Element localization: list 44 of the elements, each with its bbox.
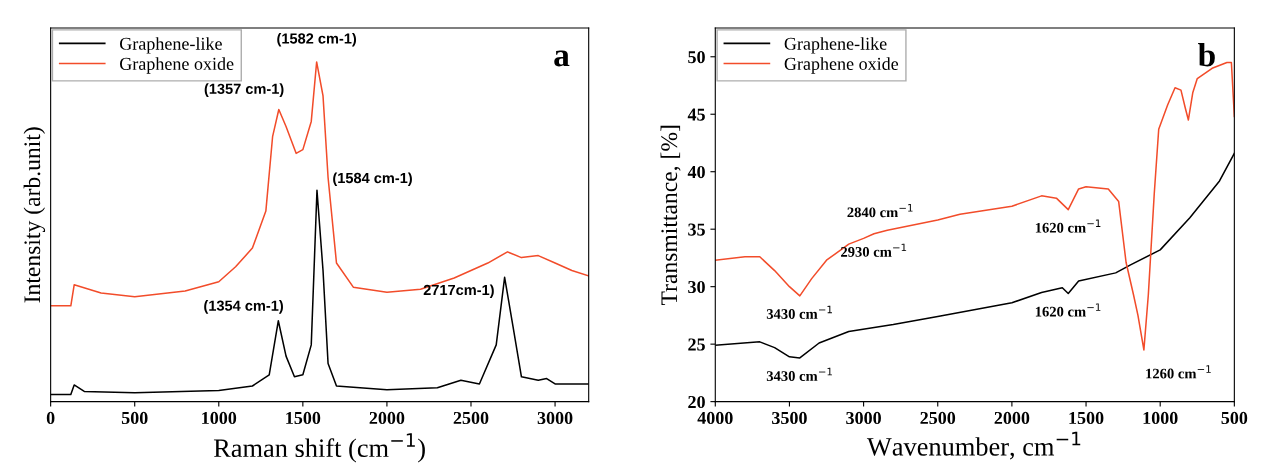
y-tick-label: 40 <box>687 165 705 179</box>
y-axis-title: Intensity (arb.unit) <box>23 127 46 303</box>
annotation: 3430 cm$^{−1}$ <box>766 367 832 381</box>
x-tick-label: 3000 <box>537 411 573 425</box>
x-tick-label: 2500 <box>920 411 956 425</box>
annotation: b <box>1198 42 1215 67</box>
x-axis-title: Raman shift (cm$^{−1}$) <box>213 433 425 463</box>
y-tick-label: 20 <box>688 395 705 409</box>
y-tick-label: 45 <box>687 108 705 121</box>
x-tick-label: 1500 <box>286 411 321 425</box>
annotation: 1260 cm$^{−1}$ <box>1146 365 1211 379</box>
x-tick-label: 2000 <box>994 411 1030 425</box>
legend-label: Graphene-like <box>784 37 887 54</box>
x-axis-title: Wavenumber, cm$^{−1}$ <box>866 431 1081 460</box>
x-tick-label: 1000 <box>202 411 237 425</box>
annotation: (1354 cm-1) <box>204 300 283 314</box>
x-tick-label: 4000 <box>697 411 733 425</box>
legend-label: Graphene oxide <box>784 57 899 74</box>
x-tick-label: 500 <box>121 411 148 425</box>
annotation: a <box>554 50 570 67</box>
x-tick-label: 2500 <box>453 411 489 425</box>
annotation: 2840 cm$^{−1}$ <box>847 204 913 218</box>
x-tick-label: 3000 <box>846 411 881 425</box>
y-tick-label: 50 <box>688 51 705 64</box>
x-tick-label: 0 <box>46 411 55 425</box>
annotation: 1620 cm$^{−1}$ <box>1035 303 1101 317</box>
y-tick-label: 30 <box>688 280 705 294</box>
x-tick-label: 1500 <box>1069 411 1104 425</box>
x-tick-label: 2000 <box>369 411 405 425</box>
annotation: 1620 cm$^{−1}$ <box>1035 219 1101 233</box>
annotation: (1357 cm-1) <box>204 83 284 97</box>
x-tick-label: 500 <box>1221 411 1248 425</box>
annotation: 3430 cm$^{−1}$ <box>766 305 832 319</box>
x-tick-label: 1000 <box>1143 411 1178 425</box>
annotation: 2930 cm$^{−1}$ <box>841 243 907 257</box>
x-tick-label: 3500 <box>772 411 807 425</box>
y-axis-title: Transmittance, [%] <box>660 125 681 306</box>
annotation: (1582 cm-1) <box>277 32 357 47</box>
y-tick-label: 35 <box>688 223 705 236</box>
annotation: (1584 cm-1) <box>333 172 412 187</box>
legend-label: Graphene oxide <box>119 57 234 74</box>
y-tick-label: 25 <box>688 338 705 351</box>
legend-label: Graphene-like <box>119 37 222 54</box>
annotation: 2717cm-1) <box>423 284 494 298</box>
